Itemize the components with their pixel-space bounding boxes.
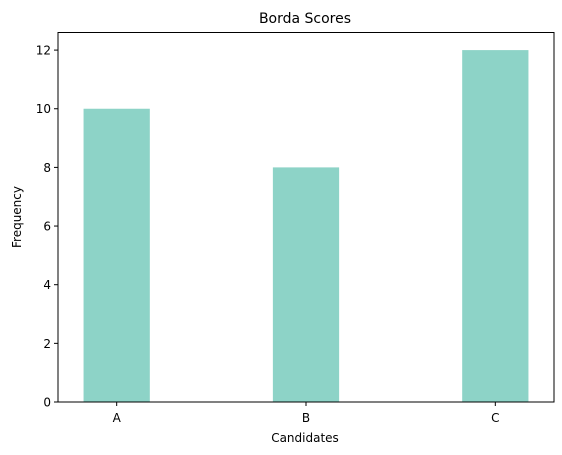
bar-A xyxy=(83,108,150,402)
y-tick-label: 0 xyxy=(43,396,51,410)
chart-title: Borda Scores xyxy=(259,11,351,27)
x-axis-label: Candidates xyxy=(271,431,339,445)
y-tick-label: 10 xyxy=(36,102,51,116)
bars-group xyxy=(83,50,529,402)
x-tick-label: C xyxy=(491,411,499,425)
y-tick-label: 12 xyxy=(36,44,51,58)
y-tick-label: 2 xyxy=(43,337,51,351)
bar-C xyxy=(462,50,529,402)
x-tick-label: A xyxy=(113,411,122,425)
y-tick-label: 8 xyxy=(43,161,51,175)
plot-frame xyxy=(57,32,555,403)
bar-B xyxy=(272,167,340,402)
y-tick-label: 4 xyxy=(43,278,51,292)
y-tick-label: 6 xyxy=(43,220,51,234)
x-axis-ticks: A B C xyxy=(113,402,500,425)
y-axis-ticks: 0 2 4 6 8 10 12 xyxy=(36,44,58,410)
y-axis-label: Frequency xyxy=(10,186,24,248)
x-tick-label: B xyxy=(302,411,310,425)
